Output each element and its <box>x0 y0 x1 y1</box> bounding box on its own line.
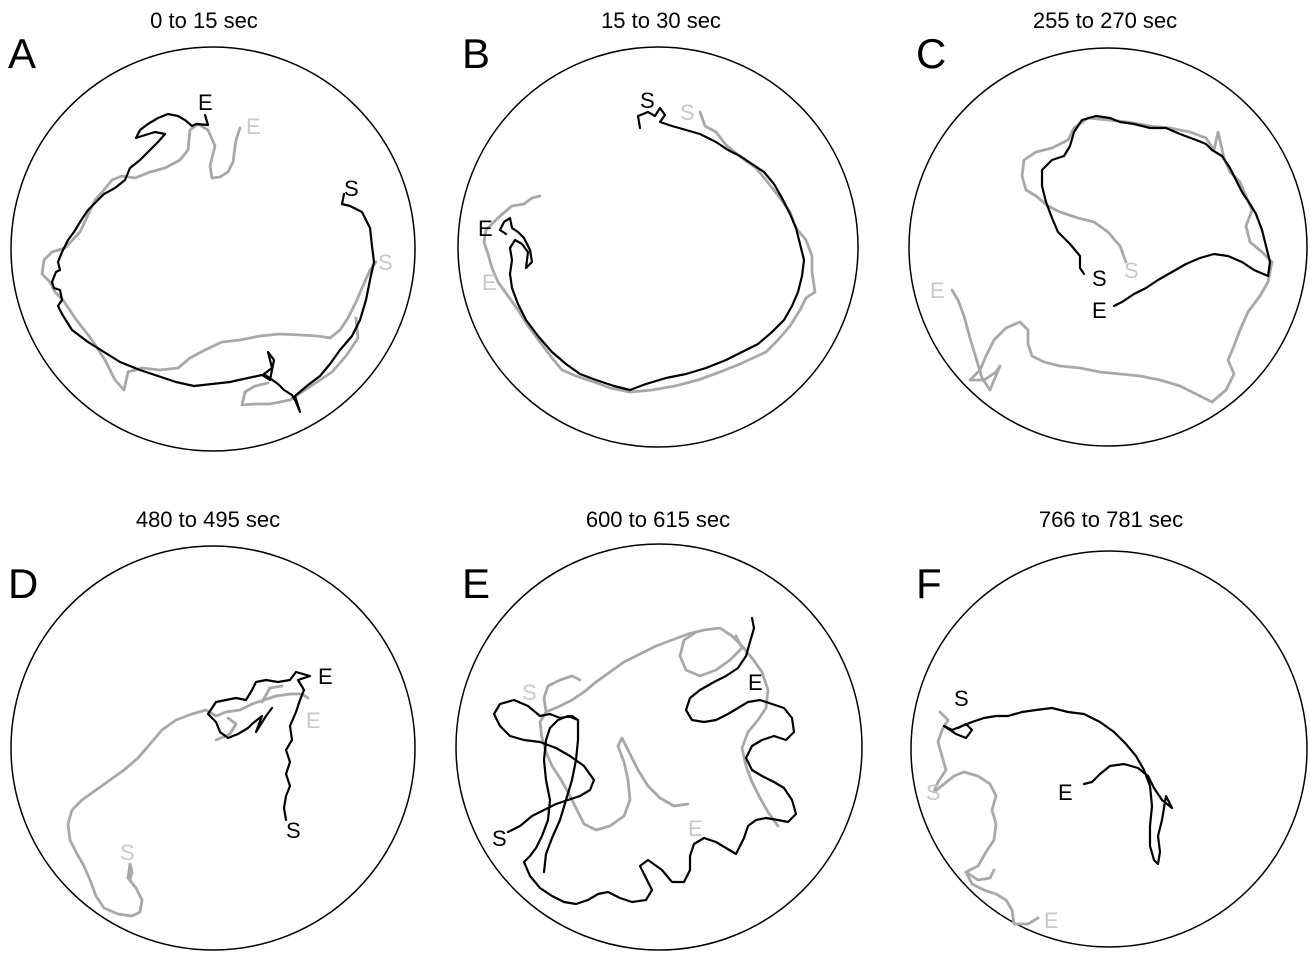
black-end-marker: E <box>1058 780 1073 805</box>
black-end-marker: E <box>748 670 763 695</box>
black-end-marker: E <box>318 664 333 689</box>
current-track <box>50 112 376 414</box>
previous-track <box>66 684 310 918</box>
arena-circle <box>910 550 1308 948</box>
black-start-marker: S <box>492 826 507 851</box>
panel-letter: B <box>462 30 490 77</box>
previous-track <box>538 626 780 832</box>
panel-e: E 600 to 615 sec E E S S <box>455 507 863 951</box>
panel-c: C 255 to 270 sec S S E E <box>908 8 1308 447</box>
gray-end-marker: E <box>482 270 497 295</box>
black-end-marker: E <box>198 90 213 115</box>
panel-letter: F <box>916 560 942 607</box>
panel-letter: A <box>8 30 36 77</box>
arena-circle <box>908 47 1308 447</box>
current-track <box>1040 114 1272 308</box>
panel-d: D 480 to 495 sec E E S S <box>8 507 416 951</box>
gray-end-marker: E <box>1044 908 1059 933</box>
panel-letter: E <box>462 560 490 607</box>
panel-title: 0 to 15 sec <box>150 8 258 33</box>
black-start-marker: S <box>640 88 655 113</box>
panel-letter: C <box>916 30 946 77</box>
panel-title: 15 to 30 sec <box>601 8 721 33</box>
gray-end-marker: E <box>688 816 703 841</box>
gray-start-marker: S <box>120 840 135 865</box>
panel-title: 600 to 615 sec <box>586 507 730 532</box>
previous-track <box>950 116 1274 404</box>
gray-start-marker: S <box>522 680 537 705</box>
black-start-marker: S <box>1092 266 1107 291</box>
panel-b: B 15 to 30 sec S S E E <box>457 8 859 448</box>
panel-title: 255 to 270 sec <box>1033 8 1177 33</box>
arena-circle <box>10 46 416 452</box>
gray-start-marker: S <box>378 250 393 275</box>
arena-circle <box>455 543 863 951</box>
black-start-marker: S <box>286 818 301 843</box>
panel-a: A 0 to 15 sec E E S S <box>8 8 416 452</box>
current-track <box>498 106 806 392</box>
arena-circle <box>10 545 416 951</box>
gray-end-marker: E <box>306 708 321 733</box>
current-track <box>206 670 312 822</box>
panel-title: 480 to 495 sec <box>136 507 280 532</box>
gray-start-marker: S <box>680 100 695 125</box>
previous-track <box>482 110 817 394</box>
panel-letter: D <box>8 560 38 607</box>
gray-start-marker: S <box>1124 258 1139 283</box>
panel-f: F 766 to 781 sec S S E E <box>910 507 1308 948</box>
gray-end-marker: E <box>246 114 261 139</box>
black-start-marker: S <box>344 176 359 201</box>
arena-circle <box>457 46 859 448</box>
gray-start-marker: S <box>926 780 941 805</box>
black-end-marker: E <box>478 216 493 241</box>
previous-track <box>40 122 378 407</box>
black-start-marker: S <box>954 686 969 711</box>
black-end-marker: E <box>1092 298 1107 323</box>
previous-track <box>932 710 1040 926</box>
panel-title: 766 to 781 sec <box>1039 507 1183 532</box>
gray-end-marker: E <box>930 278 945 303</box>
current-track <box>492 616 798 906</box>
current-track <box>942 706 1174 866</box>
